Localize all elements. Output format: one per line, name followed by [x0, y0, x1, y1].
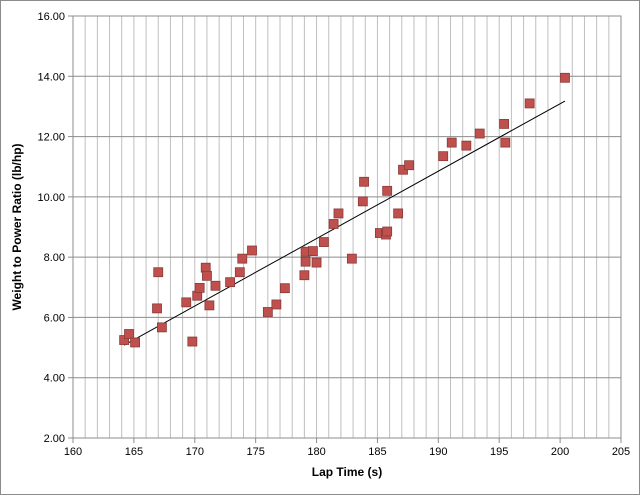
- data-point: [333, 208, 344, 219]
- y-tick-label: 4.00: [44, 373, 65, 385]
- data-point: [247, 245, 257, 256]
- data-point: [461, 140, 472, 151]
- data-point: [204, 300, 215, 311]
- data-points: [119, 72, 570, 348]
- y-tick-label: 8.00: [44, 252, 65, 264]
- x-tick-label: 195: [490, 446, 508, 458]
- data-point: [225, 277, 235, 288]
- x-tick-label: 200: [551, 446, 569, 458]
- x-tick-label: 180: [307, 446, 325, 458]
- data-point: [187, 336, 198, 347]
- x-tick-label: 205: [612, 446, 630, 458]
- data-point: [124, 329, 134, 339]
- y-tick-label: 10.00: [37, 192, 65, 204]
- x-tick-label: 185: [368, 446, 386, 458]
- x-tick-label: 160: [64, 446, 82, 458]
- y-tick-label: 14.00: [37, 71, 65, 83]
- x-tick-label: 170: [186, 446, 204, 458]
- x-axis-title: Lap Time (s): [312, 465, 382, 479]
- data-point: [237, 253, 248, 264]
- data-point: [318, 237, 329, 247]
- data-point: [194, 282, 205, 293]
- y-tick-label: 2.00: [44, 433, 65, 445]
- data-point: [474, 128, 485, 139]
- data-point: [156, 322, 167, 333]
- data-point: [446, 137, 457, 148]
- data-point: [359, 176, 369, 187]
- data-point: [262, 307, 273, 317]
- y-axis-ticks: 2.00 4.00 6.00 8.00 10.00 12.00 14.00 16.00: [37, 11, 73, 445]
- data-point: [524, 98, 535, 109]
- data-point: [499, 119, 509, 129]
- data-point: [438, 151, 449, 162]
- trendline-group: [123, 100, 566, 346]
- data-point: [130, 337, 141, 348]
- y-axis-title: Weight to Power Ratio (lb/hp): [10, 143, 24, 310]
- data-point: [279, 283, 290, 294]
- y-tick-label: 6.00: [44, 312, 65, 324]
- data-point: [311, 257, 322, 268]
- x-tick-label: 175: [246, 446, 264, 458]
- data-point: [153, 267, 164, 278]
- y-tick-label: 12.00: [37, 132, 65, 144]
- x-tick-label: 165: [125, 446, 143, 458]
- data-point: [299, 270, 310, 281]
- x-axis-ticks: 160 165 170 175 180 185 190 195 200 205: [64, 438, 630, 458]
- data-point: [328, 219, 339, 229]
- x-tick-label: 190: [429, 446, 447, 458]
- trendline: [123, 100, 566, 346]
- data-point: [357, 196, 368, 207]
- plot-area-border: [72, 15, 622, 439]
- data-point: [500, 137, 511, 148]
- data-point: [308, 246, 318, 257]
- data-point: [200, 262, 211, 273]
- data-point: [382, 226, 393, 237]
- data-point: [181, 297, 192, 308]
- data-point: [300, 256, 311, 267]
- data-point: [382, 185, 393, 196]
- data-point: [202, 270, 212, 281]
- gridlines: [72, 15, 622, 439]
- data-point: [210, 280, 221, 291]
- data-point: [404, 160, 415, 171]
- data-point: [560, 72, 570, 83]
- data-point: [152, 303, 162, 314]
- data-point: [271, 299, 282, 310]
- data-point: [393, 208, 404, 219]
- data-point: [346, 253, 357, 264]
- y-tick-label: 16.00: [37, 11, 65, 23]
- data-point: [234, 267, 245, 278]
